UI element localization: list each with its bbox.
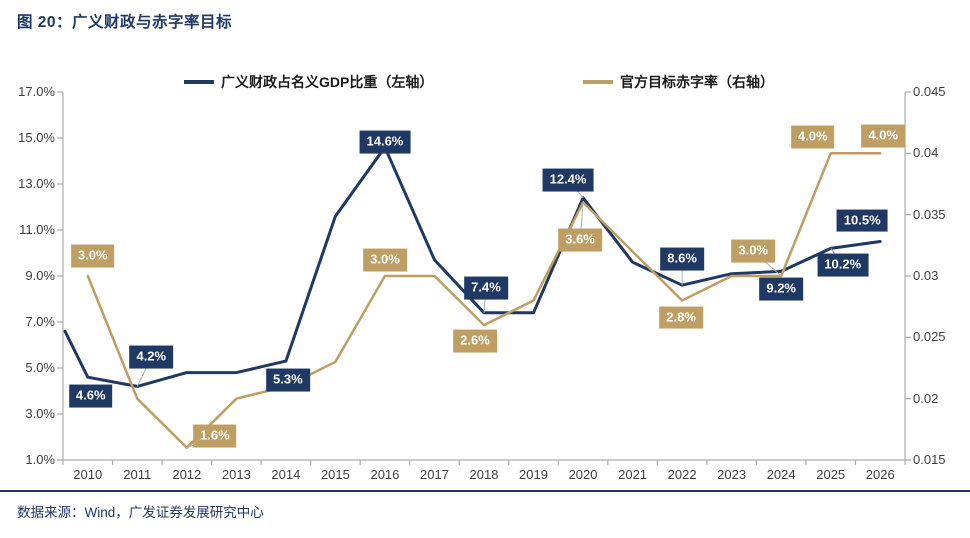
y-axis-right-tick-label: 0.015 — [913, 452, 946, 467]
y-axis-left-tick-label: 9.0% — [25, 268, 55, 283]
x-axis-tick-label: 2017 — [420, 467, 449, 482]
x-axis-tick-label: 2024 — [766, 467, 796, 482]
y-axis-right-tick-label: 0.03 — [913, 268, 939, 283]
data-label-official-deficit-target-2025: 4.0% — [790, 125, 835, 149]
legend-item-deficit-target: 官方目标赤字率（右轴） — [583, 70, 774, 94]
y-axis-left-tick-label: 5.0% — [25, 360, 55, 375]
data-label-official-deficit-target-2024: 3.0% — [731, 239, 775, 263]
y-axis-left-tick-label: 11.0% — [19, 222, 55, 237]
x-axis-tick-label: 2010 — [73, 467, 103, 482]
data-label-official-deficit-target-2010: 3.0% — [70, 244, 115, 268]
y-axis-left-tick-label: 17.0% — [18, 84, 55, 99]
y-axis-left-tick-label: 7.0% — [25, 314, 55, 329]
data-label-broad-fiscal-gdp-share-2011: 4.2% — [129, 345, 174, 369]
axis-lines — [57, 91, 911, 465]
y-axis-left-tick-label: 15.0% — [18, 130, 55, 145]
data-label-official-deficit-target-2018: 2.6% — [453, 329, 497, 353]
x-axis-tick-label: 2026 — [865, 467, 895, 482]
data-label-broad-fiscal-gdp-share-2010: 4.6% — [68, 384, 113, 408]
x-axis-tick-label: 2011 — [123, 467, 152, 482]
data-label-broad-fiscal-gdp-share-2016: 14.6% — [359, 130, 411, 154]
x-axis-tick-label: 2019 — [519, 467, 548, 482]
y-axis-left-tick-label: 13.0% — [18, 176, 55, 191]
data-label-broad-fiscal-gdp-share-2025: 10.2% — [817, 253, 869, 277]
data-label-official-deficit-target-2020: 3.6% — [558, 228, 602, 252]
data-label-broad-fiscal-gdp-share-2020: 12.4% — [542, 168, 594, 192]
data-label-broad-fiscal-gdp-share-2018: 7.4% — [464, 276, 508, 300]
x-axis-tick-label: 2025 — [816, 467, 846, 482]
source-note: 数据来源：Wind，广发证券发展研究中心 — [17, 505, 264, 520]
line-marker-icon — [583, 80, 613, 84]
chart-canvas — [57, 91, 911, 465]
data-label-official-deficit-target-2022: 2.8% — [659, 306, 703, 329]
data-label-official-deficit-target-2012: 1.6% — [192, 424, 237, 448]
x-axis-tick-label: 2018 — [469, 467, 499, 482]
y-axis-right-tick-label: 0.025 — [913, 329, 946, 345]
x-axis-tick-label: 2013 — [221, 467, 251, 482]
data-label-broad-fiscal-gdp-share-2026: 10.5% — [836, 209, 888, 232]
data-label-official-deficit-target-2016: 3.0% — [363, 248, 407, 272]
x-axis-tick-label: 2015 — [320, 467, 350, 482]
legend-label: 广义财政占名义GDP比重（左轴） — [221, 74, 434, 90]
x-axis-tick-label: 2020 — [568, 467, 598, 482]
series-line-broad-fiscal-gdp-share — [63, 145, 882, 388]
data-label-broad-fiscal-gdp-share-2014: 5.3% — [266, 368, 310, 392]
data-label-broad-fiscal-gdp-share-2022: 8.6% — [660, 247, 704, 271]
legend-item-broad-fiscal: 广义财政占名义GDP比重（左轴） — [184, 70, 433, 94]
x-axis-tick-label: 2014 — [271, 467, 301, 482]
data-label-official-deficit-target-2026: 4.0% — [861, 124, 906, 148]
data-label-broad-fiscal-gdp-share-2024: 9.2% — [759, 277, 803, 301]
line-marker-icon — [184, 80, 214, 84]
x-axis-tick-label: 2016 — [370, 467, 400, 482]
y-axis-right-tick-label: 0.045 — [913, 84, 946, 99]
x-axis-tick-label: 2023 — [717, 467, 747, 482]
x-axis-tick-label: 2021 — [618, 467, 648, 482]
y-axis-left-tick-label: 1.0% — [25, 452, 55, 467]
y-axis-right-tick-label: 0.035 — [913, 206, 946, 222]
y-axis-right-tick-label: 0.04 — [913, 145, 939, 161]
series-line-official-deficit-target — [86, 152, 882, 449]
y-axis-right-tick-label: 0.02 — [913, 390, 939, 406]
x-axis-tick-label: 2012 — [172, 467, 202, 482]
y-axis-left-tick-label: 3.0% — [25, 406, 55, 421]
figure-title: 图 20：广义财政与赤字率目标 — [17, 14, 233, 31]
x-axis-tick-label: 2022 — [667, 467, 697, 482]
chart-legend: 广义财政占名义GDP比重（左轴） 官方目标赤字率（右轴） — [0, 70, 970, 94]
chart-plot-area: 17.0% 15.0% 13.0% 11.0% 9.0% 7.0% 5.0% 3.0% 1.0%… — [18, 84, 946, 482]
legend-label: 官方目标赤字率（右轴） — [620, 74, 774, 90]
source-divider — [0, 490, 970, 492]
